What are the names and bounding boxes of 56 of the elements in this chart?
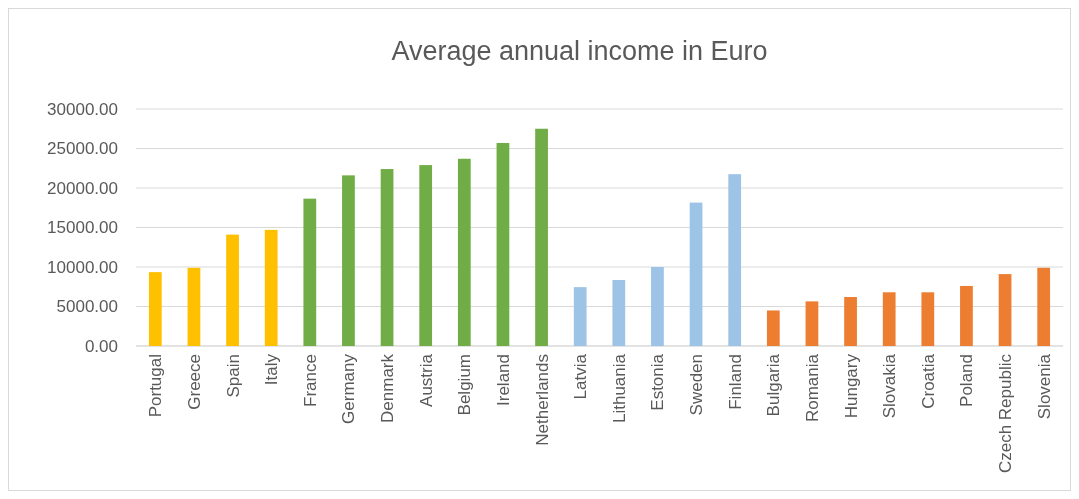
- x-tick-label: Czech Republic: [996, 353, 1016, 474]
- bar: [689, 202, 703, 346]
- x-tick-label: Slovakia: [880, 353, 900, 419]
- x-tick-label: Romania: [802, 353, 822, 423]
- x-tick-label: Germany: [339, 353, 359, 424]
- x-tick-label: France: [300, 354, 320, 407]
- y-tick-label: 10000.00: [47, 257, 118, 277]
- bar: [573, 287, 587, 346]
- x-tick-label: Lithuania: [609, 353, 629, 424]
- x-tick-label: Latvia: [571, 353, 591, 400]
- bar: [187, 267, 201, 346]
- y-tick-label: 5000.00: [56, 297, 118, 317]
- bar: [882, 292, 896, 346]
- bar: [612, 280, 626, 346]
- bar: [921, 292, 935, 346]
- bar: [535, 128, 548, 346]
- bar: [303, 198, 317, 346]
- x-tick-label: Ireland: [493, 354, 513, 406]
- x-tick-label: Belgium: [455, 354, 475, 416]
- bar: [651, 267, 664, 346]
- bar: [148, 272, 162, 346]
- bar: [998, 274, 1012, 346]
- x-tick-label: Finland: [725, 354, 745, 410]
- x-tick-label: Spain: [223, 354, 243, 398]
- y-tick-label: 0.00: [84, 336, 118, 356]
- x-tick-label: Greece: [184, 354, 204, 410]
- y-tick-label: 30000.00: [47, 99, 118, 119]
- x-tick-label: Poland: [957, 354, 977, 407]
- bar: [805, 301, 819, 346]
- x-tick-label: Croatia: [918, 353, 938, 409]
- bar: [960, 285, 973, 346]
- x-tick-label: Estonia: [648, 353, 668, 411]
- x-tick-label: Netherlands: [532, 354, 552, 446]
- y-tick-label: 20000.00: [47, 178, 118, 198]
- bar: [844, 297, 857, 346]
- x-tick-label: Austria: [416, 353, 436, 407]
- x-tick-label: Slovenia: [1034, 353, 1054, 420]
- x-tick-label: Italy: [262, 353, 282, 386]
- x-tick-label: Sweden: [687, 354, 707, 416]
- y-tick-label: 25000.00: [47, 139, 118, 159]
- bar: [457, 158, 471, 346]
- bar: [264, 229, 278, 346]
- bar: [766, 310, 780, 346]
- x-tick-label: Portugal: [146, 354, 166, 418]
- bar: [226, 234, 239, 346]
- x-tick-label: Hungary: [841, 353, 861, 419]
- bar: [342, 175, 355, 346]
- bar: [496, 142, 510, 346]
- x-tick-label: Bulgaria: [764, 353, 784, 417]
- bar: [419, 165, 433, 346]
- bar: [728, 174, 742, 346]
- chart-title: Average annual income in Euro: [391, 36, 768, 66]
- bar: [1037, 267, 1051, 346]
- x-tick-label: Denmark: [378, 353, 398, 423]
- y-tick-label: 15000.00: [47, 218, 118, 238]
- bar: [380, 169, 394, 346]
